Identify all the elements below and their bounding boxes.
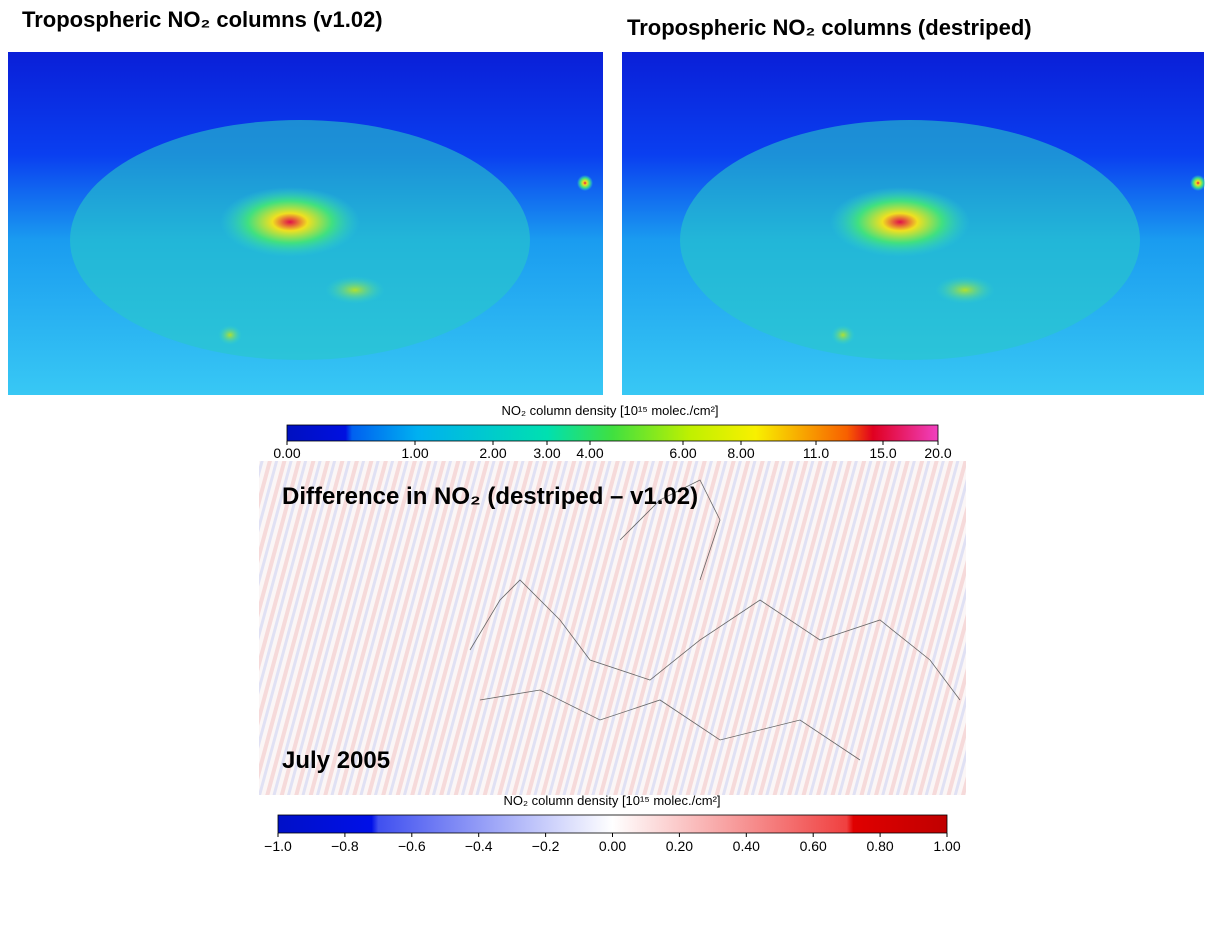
figure: Tropospheric NO₂ columns (v1.02) Troposp… [0,0,1205,933]
tick-label: 0.80 [866,838,893,854]
tick-label: −0.2 [532,838,560,854]
panel-title: Difference in NO₂ (destriped – v1.02) [282,483,698,510]
tick-label: 6.00 [669,445,696,461]
panel-title: Tropospheric NO₂ columns (v1.02) [22,7,383,32]
annotation: July 2005 [282,747,390,774]
tick-label: −1.0 [264,838,292,854]
tick-label: 3.00 [533,445,560,461]
colorbar [287,425,938,441]
colorbar [278,815,947,833]
tick-label: 1.00 [401,445,428,461]
tick-label: 2.00 [479,445,506,461]
tick-label: 0.60 [800,838,827,854]
tick-label: 1.00 [933,838,960,854]
tick-label: 20.0 [924,445,951,461]
map-v102 [8,52,603,395]
tick-label: −0.6 [398,838,426,854]
map-destriped [622,52,1205,395]
tick-label: 0.00 [599,838,626,854]
tick-label: 0.00 [273,445,300,461]
tick-label: 8.00 [727,445,754,461]
tick-label: 11.0 [803,445,829,461]
map-difference [259,461,966,795]
tick-label: 15.0 [869,445,896,461]
panel-title: Tropospheric NO₂ columns (destriped) [627,15,1032,40]
tick-label: 0.40 [733,838,760,854]
tick-label: −0.4 [465,838,493,854]
tick-label: −0.8 [331,838,359,854]
tick-label: 4.00 [576,445,603,461]
tick-label: 0.20 [666,838,693,854]
page: {"panels": [ {"title": "Tropospheric NO₂… [0,0,1205,933]
colorbar-label: NO₂ column density [10¹⁵ molec./cm²] [501,403,718,418]
colorbar-label: NO₂ column density [10¹⁵ molec./cm²] [503,793,720,808]
